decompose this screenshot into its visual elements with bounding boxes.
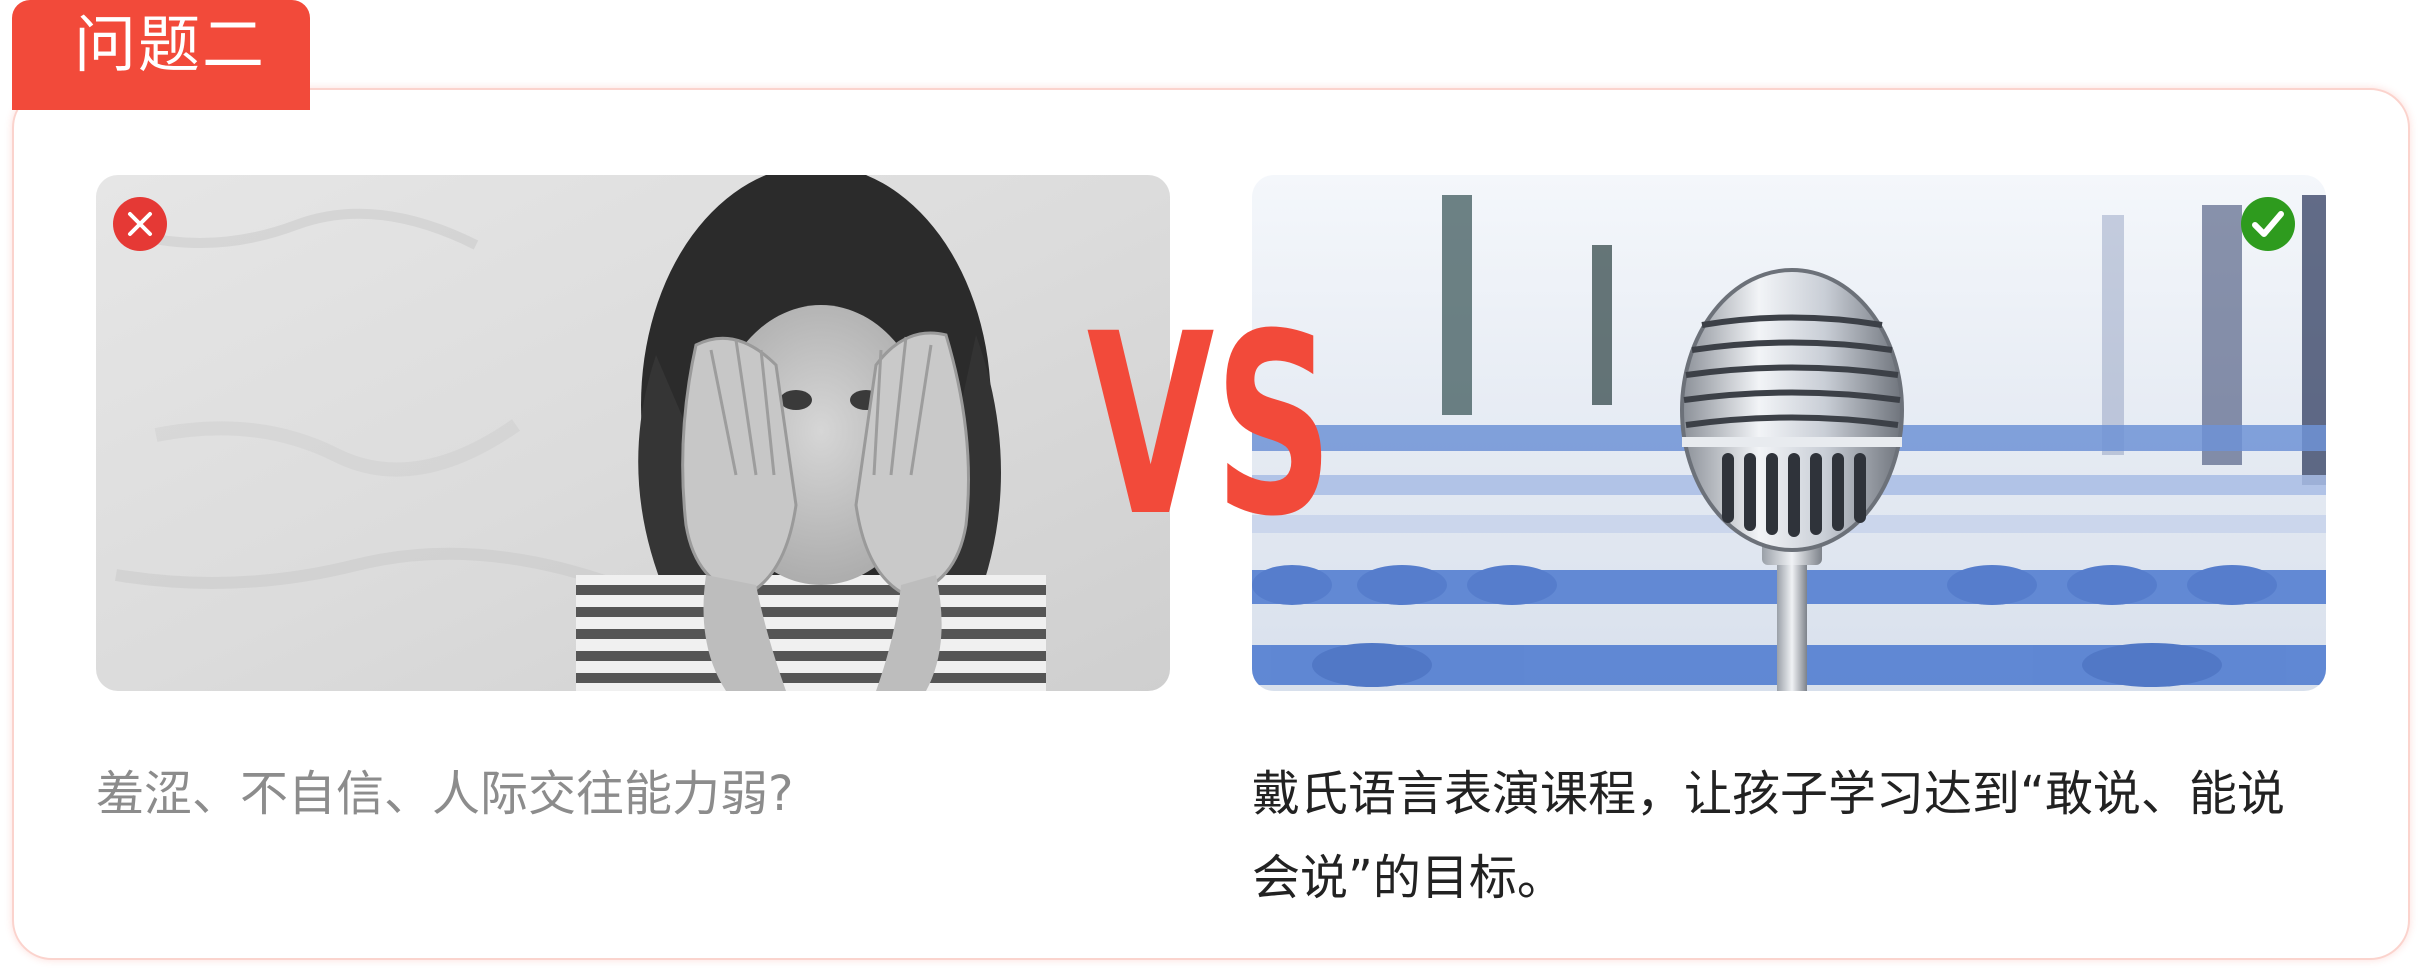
section-tab-label: 问题二: [74, 6, 266, 84]
section-tab: 问题二: [12, 0, 310, 110]
shy-girl-photo: [96, 175, 1170, 691]
check-circle-icon: [2240, 196, 2296, 252]
vs-label: VS: [1080, 290, 1340, 530]
svg-text:VS: VS: [1087, 290, 1334, 530]
problem-caption: 羞涩、不自信、人际交往能力弱?: [96, 752, 1170, 836]
solution-caption: 戴氏语言表演课程，让孩子学习达到“敢说、能说会说”的目标。: [1252, 752, 2326, 920]
microphone-classroom-photo: [1252, 175, 2326, 691]
cross-circle-icon: [112, 196, 168, 252]
